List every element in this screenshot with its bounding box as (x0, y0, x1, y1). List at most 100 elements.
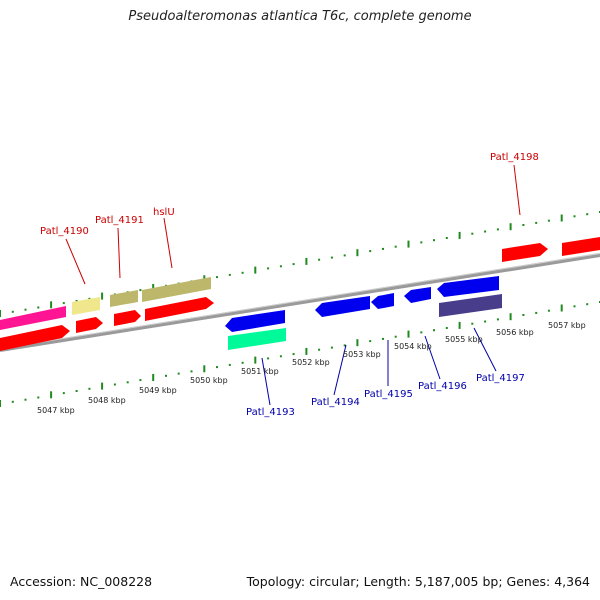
gene-block[interactable] (0, 325, 70, 351)
gene-block[interactable] (225, 310, 285, 332)
scale-dot (369, 250, 372, 253)
gene-block[interactable] (562, 237, 600, 256)
scale-major-tick (203, 365, 206, 373)
gene-block[interactable] (76, 317, 103, 333)
scale-dot (522, 314, 525, 316)
reverse-genes-outer (228, 294, 502, 350)
gene-label: Patl_4190 (40, 226, 89, 237)
kbp-tick-label: 5050 kbp (190, 376, 228, 385)
scale-dot (382, 337, 384, 340)
scale-major-tick (407, 330, 410, 338)
scale-dot (216, 276, 218, 279)
scale-dot (318, 258, 321, 261)
scale-dot (535, 221, 538, 224)
scale-dot (330, 256, 333, 259)
scale-dot (75, 300, 78, 302)
scale-dot (573, 305, 576, 308)
scale-major-tick (50, 301, 53, 309)
kbp-tick-label: 5049 kbp (139, 386, 177, 395)
genome-backbone (0, 253, 600, 352)
scale-dot (586, 303, 589, 306)
gene-block[interactable] (0, 306, 66, 330)
gene-block[interactable] (228, 328, 286, 350)
scale-dot (62, 302, 65, 305)
scale-dot (496, 318, 499, 321)
kbp-tick-label: 5056 kbp (496, 328, 534, 337)
scale-dot (318, 348, 321, 351)
scale-dot (343, 254, 346, 257)
forward-dotted-scale (0, 211, 600, 317)
scale-dot (484, 320, 487, 323)
kbp-tick-label: 5048 kbp (88, 396, 126, 405)
gene-block[interactable] (437, 276, 499, 297)
gene-block[interactable] (114, 310, 141, 326)
scale-dot (279, 265, 282, 268)
scale-dot (37, 306, 40, 309)
scale-dot (88, 387, 91, 390)
reverse-genes-inner (225, 276, 499, 332)
scale-dot (471, 322, 474, 325)
scale-dot (330, 346, 333, 349)
scale-dot (420, 241, 423, 244)
scale-major-tick (560, 214, 563, 222)
scale-dot (547, 309, 550, 312)
scale-major-tick (560, 304, 563, 312)
forward-genes-outer (0, 237, 600, 330)
scale-dot (228, 273, 231, 276)
gene-block[interactable] (145, 297, 214, 321)
scale-major-tick (101, 292, 104, 300)
scale-dot (496, 228, 499, 231)
kbp-tick-label: 5051 kbp (241, 367, 279, 376)
label-leaders (65, 164, 521, 406)
gene-block[interactable] (502, 243, 548, 262)
scale-major-tick (305, 257, 308, 265)
gene-block[interactable] (110, 290, 138, 307)
scale-dot (394, 335, 397, 338)
scale-dot (24, 398, 27, 401)
gene-label: Patl_4195 (364, 389, 413, 400)
gene-label: Patl_4198 (490, 152, 539, 163)
scale-major-tick (152, 374, 155, 381)
gene-block[interactable] (371, 293, 394, 309)
scale-major-tick (0, 400, 1, 407)
scale-dot (190, 370, 193, 373)
scale-major-tick (101, 382, 104, 390)
scale-dot (75, 390, 78, 392)
scale-dot (420, 331, 423, 334)
scale-major-tick (254, 266, 257, 274)
kbp-tick-label: 5053 kbp (343, 350, 381, 359)
scale-dot (216, 366, 218, 369)
map-title: Pseudoalteromonas atlantica T6c, complet… (128, 9, 472, 24)
scale-dot (241, 271, 244, 274)
scale-dot (547, 219, 550, 222)
gene-block[interactable] (404, 287, 431, 303)
scale-dot (88, 297, 91, 300)
kbp-scale-labels: 5047 kbp 5048 kbp 5049 kbp 5050 kbp 5051… (37, 321, 586, 415)
scale-dot (586, 213, 589, 216)
kbp-tick-label: 5047 kbp (37, 406, 75, 415)
gene-block[interactable] (142, 277, 211, 302)
accession-text: Accession: NC_008228 (10, 574, 153, 589)
scale-dot (292, 263, 295, 266)
scale-dot (267, 357, 270, 360)
gene-label: Patl_4193 (246, 407, 295, 418)
gene-block[interactable] (72, 297, 100, 315)
gene-label: Patl_4191 (95, 215, 144, 226)
scale-dot (522, 224, 525, 226)
gene-label: Patl_4194 (311, 397, 360, 408)
scale-dot (369, 340, 372, 343)
kbp-tick-label: 5057 kbp (548, 321, 586, 330)
scale-major-tick (509, 313, 512, 321)
scale-dot (267, 267, 270, 270)
gene-label: hslU (153, 207, 175, 218)
gene-block[interactable] (439, 294, 502, 317)
scale-major-tick (254, 356, 257, 364)
gene-block[interactable] (315, 296, 370, 317)
scale-dot (343, 344, 346, 347)
scale-dot (433, 239, 435, 242)
scale-dot (24, 308, 27, 311)
scale-dot (139, 289, 142, 292)
scale-major-tick (407, 240, 410, 248)
scale-major-tick (509, 223, 512, 231)
